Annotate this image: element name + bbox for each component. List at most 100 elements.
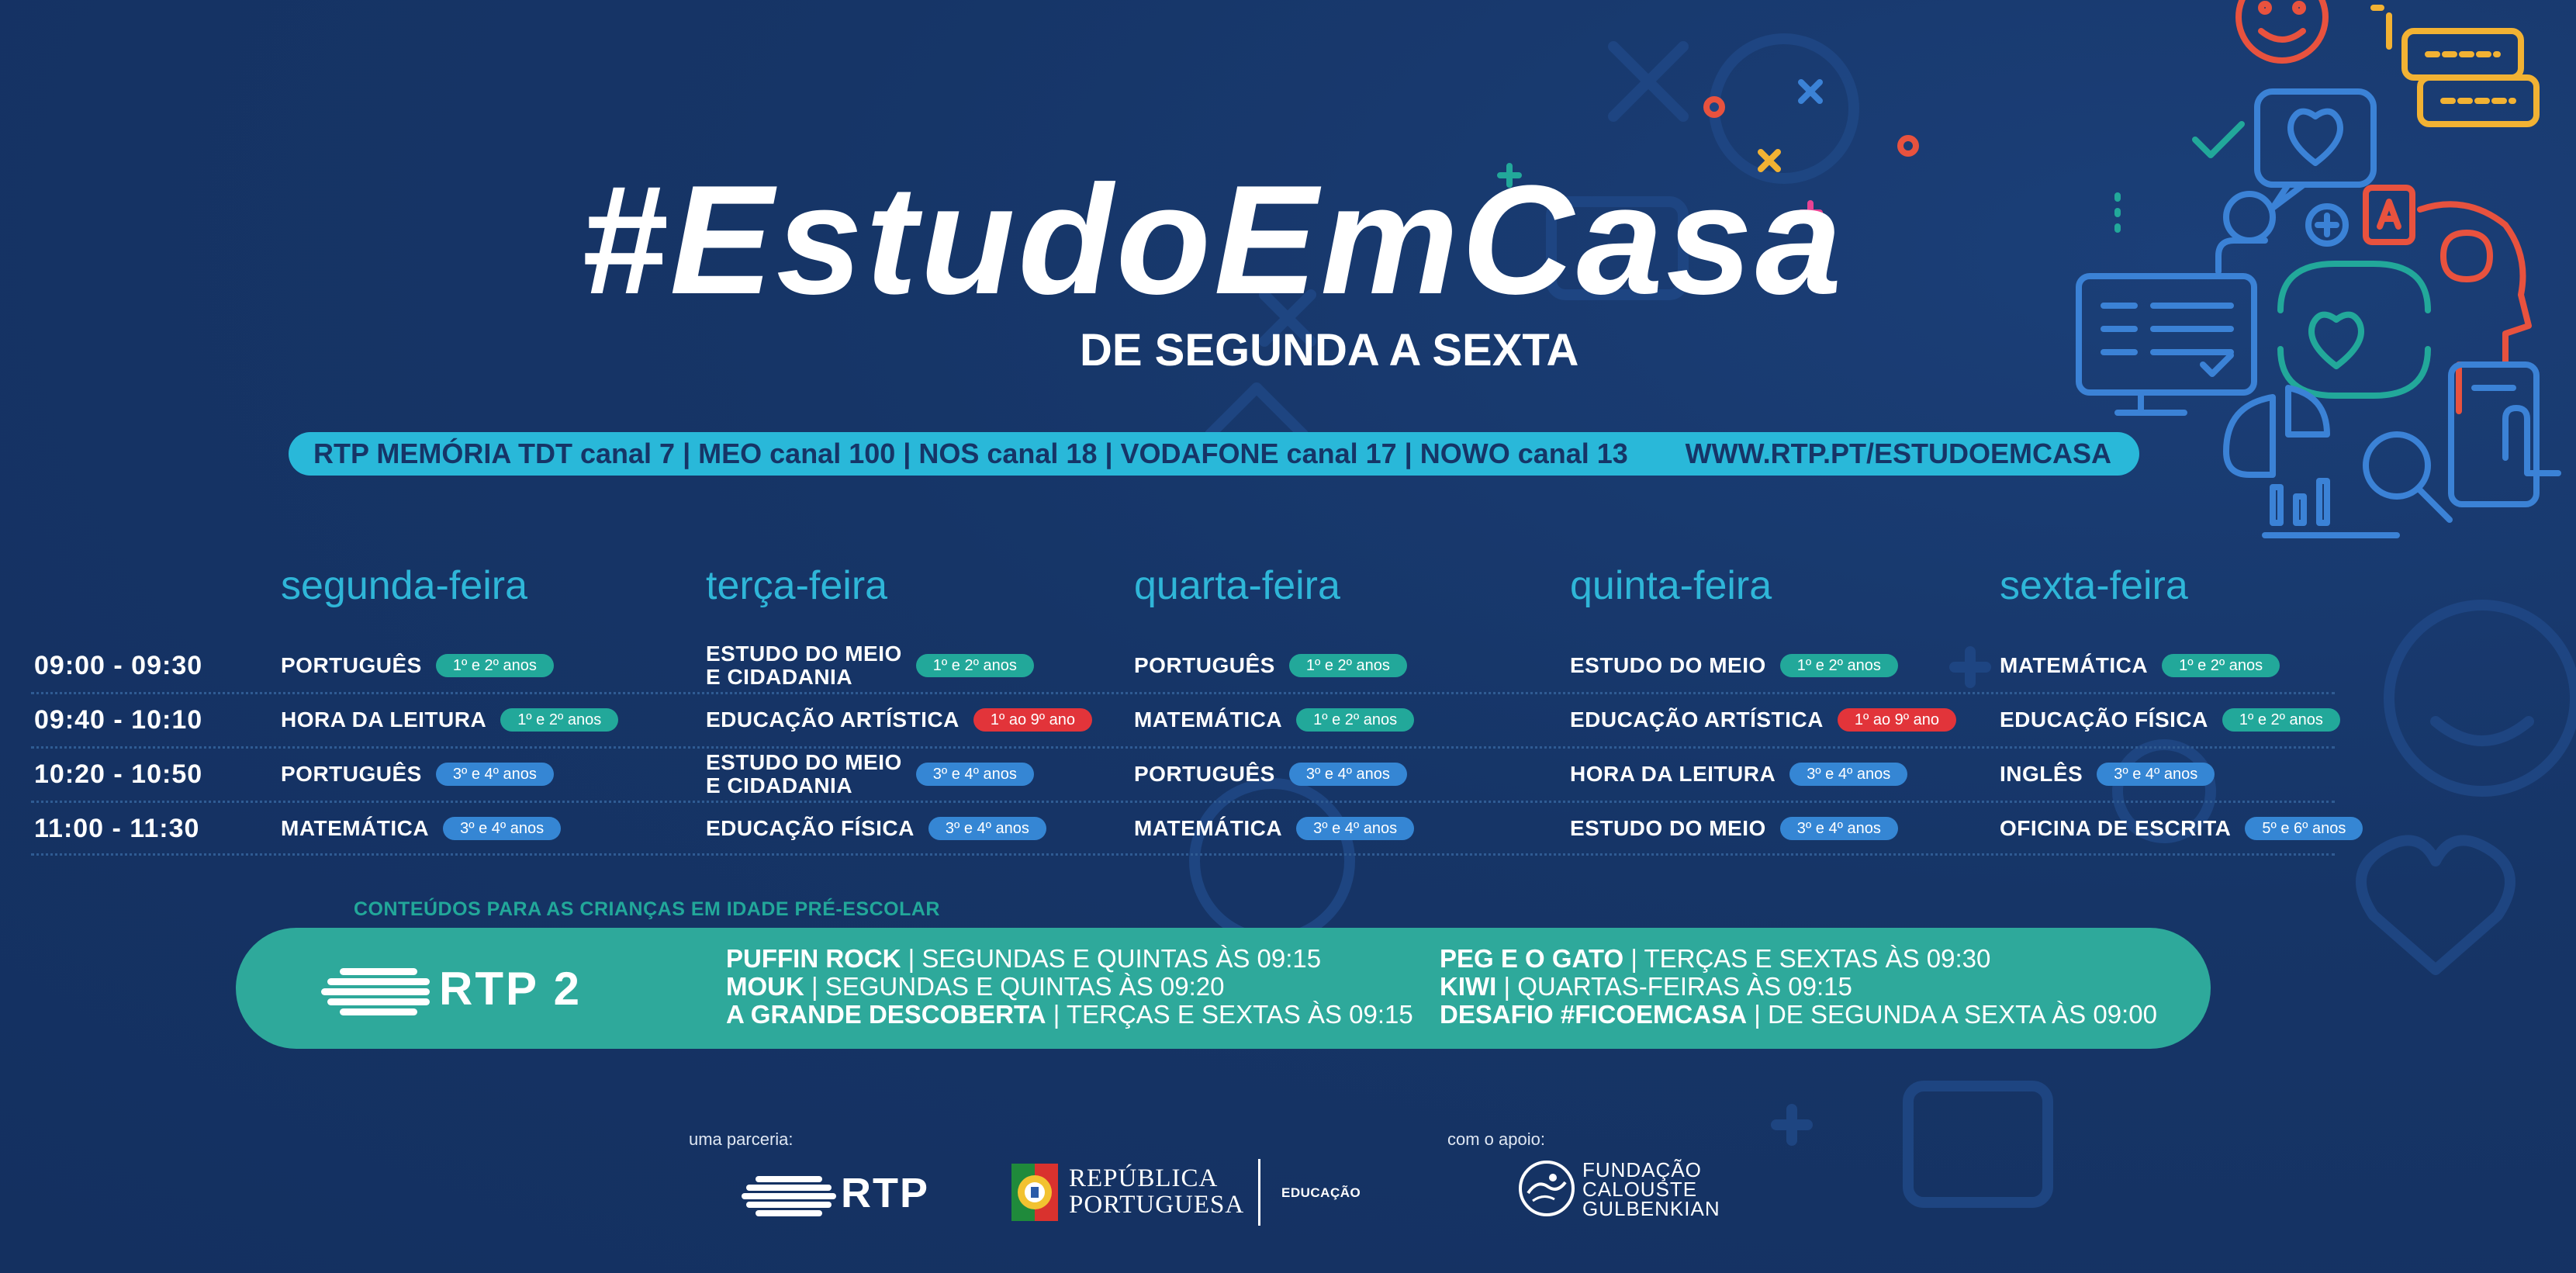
time-slot: 11:00 - 11:30 bbox=[34, 814, 200, 843]
gulbenkian-emblem-icon bbox=[1519, 1161, 1575, 1216]
show-schedule: | SEGUNDAS E QUINTAS ÀS 09:20 bbox=[804, 972, 1225, 1001]
rtp-logo: RTP bbox=[742, 1170, 959, 1216]
schedule-cell: ESTUDO DO MEIO 1º e 2º anos bbox=[1570, 654, 1898, 677]
schedule-cell: EDUCAÇÃO ARTÍSTICA 1º ao 9º ano bbox=[1570, 708, 1956, 732]
show-schedule: | SEGUNDAS E QUINTAS ÀS 09:15 bbox=[901, 944, 1322, 973]
schedule-cell: PORTUGUÊS 1º e 2º anos bbox=[1134, 654, 1407, 677]
subject-label: ESTUDO DO MEIO E CIDADANIA bbox=[706, 642, 902, 689]
subject-label: ESTUDO DO MEIO bbox=[1570, 653, 1766, 677]
subject-label: OFICINA DE ESCRITA bbox=[2000, 816, 2232, 840]
grade-badge: 3º e 4º anos bbox=[435, 763, 554, 786]
chat-list-icon bbox=[2370, 5, 2540, 127]
show-entry: DESAFIO #FICOEMCASA | DE SEGUNDA A SEXTA… bbox=[1440, 1001, 2157, 1029]
show-name: PEG E O GATO bbox=[1440, 944, 1624, 973]
row-divider bbox=[31, 746, 2335, 749]
republica-text: REPÚBLICA PORTUGUESA bbox=[1069, 1165, 1244, 1218]
show-name: DESAFIO #FICOEMCASA bbox=[1440, 1000, 1748, 1029]
rtp-stripes-icon bbox=[321, 962, 430, 1016]
grade-badge: 1º ao 9º ano bbox=[973, 708, 1092, 732]
republica-line-1: REPÚBLICA bbox=[1069, 1164, 1219, 1192]
grade-badge: 1º e 2º anos bbox=[500, 708, 619, 732]
faint-chevron-icon bbox=[1205, 382, 1309, 440]
subject-label: MATEMÁTICA bbox=[1134, 816, 1283, 840]
fcg-line-2: CALOUSTE bbox=[1582, 1178, 1698, 1201]
faint-plus-icon bbox=[1949, 646, 1991, 688]
grade-badge: 3º e 4º anos bbox=[1779, 817, 1898, 840]
subject-label: HORA DA LEITURA bbox=[1570, 762, 1776, 786]
rtp-stripe bbox=[756, 1210, 822, 1216]
grade-badge: 5º e 6º anos bbox=[2245, 817, 2363, 840]
chart-search-icon bbox=[2223, 385, 2453, 538]
fcg-line-1: FUNDAÇÃO bbox=[1582, 1158, 1702, 1181]
subject-label: MATEMÁTICA bbox=[1134, 707, 1283, 732]
gulbenkian-logo: FUNDAÇÃO CALOUSTE GULBENKIAN bbox=[1517, 1159, 1734, 1221]
x-mark-icon-2 bbox=[1758, 149, 1781, 172]
rtp2-logo: RTP 2 bbox=[321, 962, 616, 1016]
grade-badge: 1º e 2º anos bbox=[1288, 654, 1407, 677]
small-plus-icon bbox=[1497, 163, 1522, 188]
schedule-cell: EDUCAÇÃO ARTÍSTICA 1º ao 9º ano bbox=[706, 708, 1092, 732]
day-header: terça-feira bbox=[706, 563, 888, 608]
grade-badge: 1º e 2º anos bbox=[2222, 708, 2340, 732]
show-entry: PUFFIN ROCK | SEGUNDAS E QUINTAS ÀS 09:1… bbox=[726, 945, 1321, 973]
subject-label: PORTUGUÊS bbox=[281, 762, 422, 786]
page-title: #EstudoEmCasa bbox=[580, 154, 1845, 327]
row-divider bbox=[31, 692, 2335, 694]
phone-hand-icon bbox=[2448, 361, 2561, 507]
show-entry: KIWI | QUARTAS-FEIRAS ÀS 09:15 bbox=[1440, 973, 1852, 1001]
schedule-cell: MATEMÁTICA 3º e 4º anos bbox=[281, 816, 562, 840]
rtp-stripe bbox=[742, 1193, 836, 1199]
subject-label: ESTUDO DO MEIO bbox=[1570, 816, 1766, 840]
heart-cycle-icon bbox=[2277, 261, 2431, 399]
subject-label: EDUCAÇÃO ARTÍSTICA bbox=[1570, 707, 1824, 732]
rtp-stripe bbox=[756, 1176, 822, 1182]
small-circle-icon bbox=[1703, 96, 1725, 118]
show-entry: PEG E O GATO | TERÇAS E SEXTAS ÀS 09:30 bbox=[1440, 945, 1990, 973]
rtp-stripe bbox=[746, 1185, 832, 1191]
subject-label: INGLÊS bbox=[2000, 762, 2083, 786]
small-plus-icon-2 bbox=[1798, 200, 1823, 225]
grade-badge: 1º e 2º anos bbox=[915, 654, 1034, 677]
show-schedule: | QUARTAS-FEIRAS ÀS 09:15 bbox=[1496, 972, 1852, 1001]
grade-badge: 3º e 4º anos bbox=[443, 817, 562, 840]
subject-label: HORA DA LEITURA bbox=[281, 707, 487, 732]
show-schedule: | DE SEGUNDA A SEXTA ÀS 09:00 bbox=[1747, 1000, 2157, 1029]
logo-divider bbox=[1258, 1159, 1260, 1226]
grade-badge: 3º e 4º anos bbox=[1288, 763, 1407, 786]
faint-heart-icon bbox=[2356, 835, 2515, 975]
support-label: com o apoio: bbox=[1447, 1129, 1545, 1149]
subject-label: ESTUDO DO MEIO E CIDADANIA bbox=[706, 750, 902, 797]
grade-badge: 3º e 4º anos bbox=[2097, 763, 2215, 786]
schedule-cell: PORTUGUÊS 3º e 4º anos bbox=[281, 763, 554, 786]
grade-badge: 1º e 2º anos bbox=[1779, 654, 1898, 677]
rtp-stripe bbox=[746, 1202, 832, 1208]
grade-badge: 1º e 2º anos bbox=[435, 654, 554, 677]
subject-label: MATEMÁTICA bbox=[281, 816, 430, 840]
schedule-cell: PORTUGUÊS 1º e 2º anos bbox=[281, 654, 554, 677]
grade-badge: 3º e 4º anos bbox=[915, 763, 1034, 786]
subject-label: PORTUGUÊS bbox=[1134, 762, 1275, 786]
grade-badge: 1º e 2º anos bbox=[2162, 654, 2280, 677]
subject-label: EDUCAÇÃO FÍSICA bbox=[2000, 707, 2208, 732]
faint-circle-icon bbox=[1709, 33, 1859, 184]
show-schedule: | TERÇAS E SEXTAS ÀS 09:30 bbox=[1623, 944, 1991, 973]
subject-label: EDUCAÇÃO FÍSICA bbox=[706, 816, 915, 840]
faint-smile-icon bbox=[2384, 600, 2576, 797]
show-entry: MOUK | SEGUNDAS E QUINTAS ÀS 09:20 bbox=[726, 973, 1224, 1001]
grade-badge: 3º e 4º anos bbox=[1296, 817, 1415, 840]
fcg-line-3: GULBENKIAN bbox=[1582, 1197, 1720, 1220]
tag-a-icon bbox=[2363, 185, 2415, 245]
preschool-banner: RTP 2 PUFFIN ROCK | SEGUNDAS E QUINTAS À… bbox=[236, 928, 2211, 1049]
schedule-cell: OFICINA DE ESCRITA 5º e 6º anos bbox=[2000, 817, 2363, 840]
schedule-cell: MATEMÁTICA 1º e 2º anos bbox=[2000, 654, 2280, 677]
show-schedule: | TERÇAS E SEXTAS ÀS 09:15 bbox=[1046, 1000, 1413, 1029]
rtp-logo-text: RTP bbox=[841, 1170, 929, 1216]
education-label: EDUCAÇÃO bbox=[1281, 1185, 1361, 1200]
faint-x-icon bbox=[1608, 41, 1689, 122]
website-link[interactable]: WWW.RTP.PT/ESTUDOEMCASA bbox=[1685, 438, 2111, 469]
show-name: PUFFIN ROCK bbox=[726, 944, 901, 973]
schedule-cell: MATEMÁTICA 3º e 4º anos bbox=[1134, 816, 1415, 840]
subject-label: EDUCAÇÃO ARTÍSTICA bbox=[706, 707, 960, 732]
schedule-cell: EDUCAÇÃO FÍSICA 1º e 2º anos bbox=[2000, 708, 2340, 732]
